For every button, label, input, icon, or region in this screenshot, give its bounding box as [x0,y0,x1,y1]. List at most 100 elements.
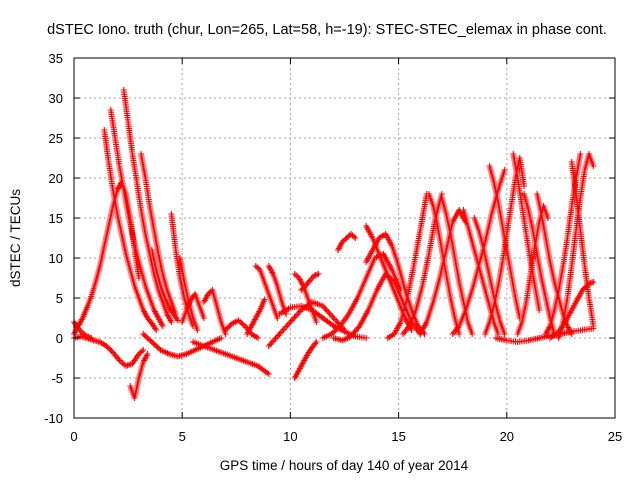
data-point [580,285,587,292]
data-point [299,285,306,292]
data-point [153,327,160,333]
data-point [144,351,151,357]
data-point [284,322,291,328]
data-point [315,271,322,277]
data-point [106,345,113,352]
y-tick-label: 25 [49,131,63,146]
data-point [168,319,175,325]
data-point [200,315,207,321]
data-point [544,215,551,221]
x-tick-label: 5 [179,429,186,444]
data-point [329,313,336,320]
data-point [342,236,349,243]
data-point [138,348,145,355]
data-point [590,279,597,285]
data-point [291,314,298,321]
y-tick-labels: -10 -5 0 5 10 15 20 25 30 35 [44,51,63,426]
data-point [325,309,332,315]
data-point [151,341,158,348]
data-point [469,331,476,337]
data-point [295,310,302,316]
data-point [408,327,415,333]
data-point [343,235,350,241]
data-point [277,329,284,336]
data-point [290,316,297,322]
data-point [331,328,338,335]
x-tick-label: 10 [283,429,297,444]
x-axis-label: GPS time / hours of day 140 of year 2014 [220,458,469,473]
data-point [144,335,151,341]
data-point [350,233,357,240]
data-point [140,331,147,337]
data-point [292,313,299,319]
data-point [88,335,95,341]
data-point [140,347,147,353]
data-point [223,325,230,332]
data-point [326,310,333,317]
data-point [252,263,259,269]
data-point [146,336,153,343]
data-point [135,351,142,357]
data-point [313,339,320,345]
data-point [156,345,163,352]
y-tick-label: 35 [49,51,63,66]
y-tick-label: 30 [49,91,63,106]
data-point [206,289,213,296]
data-point [254,264,261,271]
data-point [222,327,229,333]
data-point [340,237,347,244]
data-point [313,319,320,325]
data-point [141,332,148,339]
data-point [137,349,144,356]
data-point [583,283,590,290]
data-point [261,296,268,303]
data-point [339,239,346,245]
data-point [286,320,293,327]
data-point [521,183,528,189]
data-point [330,315,337,321]
data-point [254,335,261,341]
data-point [218,335,225,341]
data-point [590,325,597,332]
data-point [312,340,319,347]
data-point [335,324,342,331]
data-point [456,331,463,337]
data-point [294,311,301,318]
data-point [579,287,586,293]
data-point [281,325,288,331]
x-tick-label: 20 [500,429,514,444]
data-point [349,232,356,239]
data-point [267,341,274,348]
y-tick-label: 15 [49,211,63,226]
data-point [143,333,150,340]
y-tick-label: -5 [51,371,63,386]
data-point [291,271,298,277]
data-point [352,235,359,241]
axis-ticks [73,57,616,419]
data-point [328,331,335,337]
data-point [363,335,370,341]
y-tick-label: 10 [49,251,63,266]
data-point [148,339,155,345]
data-point [345,233,352,240]
data-point [276,331,283,337]
data-point [501,331,508,337]
data-point [334,325,341,332]
data-point [288,317,295,324]
data-point [268,340,275,346]
x-tick-label: 25 [608,429,622,444]
data-point [280,326,287,333]
y-tick-label: 20 [49,171,63,186]
data-point [327,312,334,318]
data-point [147,337,154,344]
data-point [194,327,201,333]
data-point [347,231,354,237]
data-point [154,344,161,351]
x-tick-label: 15 [391,429,405,444]
y-tick-label: 5 [56,291,63,306]
data-point [332,316,339,323]
data-point [279,328,286,334]
data-point [501,167,508,173]
data-point [322,306,329,312]
